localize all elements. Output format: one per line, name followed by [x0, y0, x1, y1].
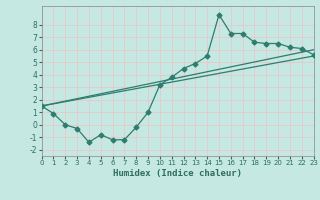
X-axis label: Humidex (Indice chaleur): Humidex (Indice chaleur) — [113, 169, 242, 178]
